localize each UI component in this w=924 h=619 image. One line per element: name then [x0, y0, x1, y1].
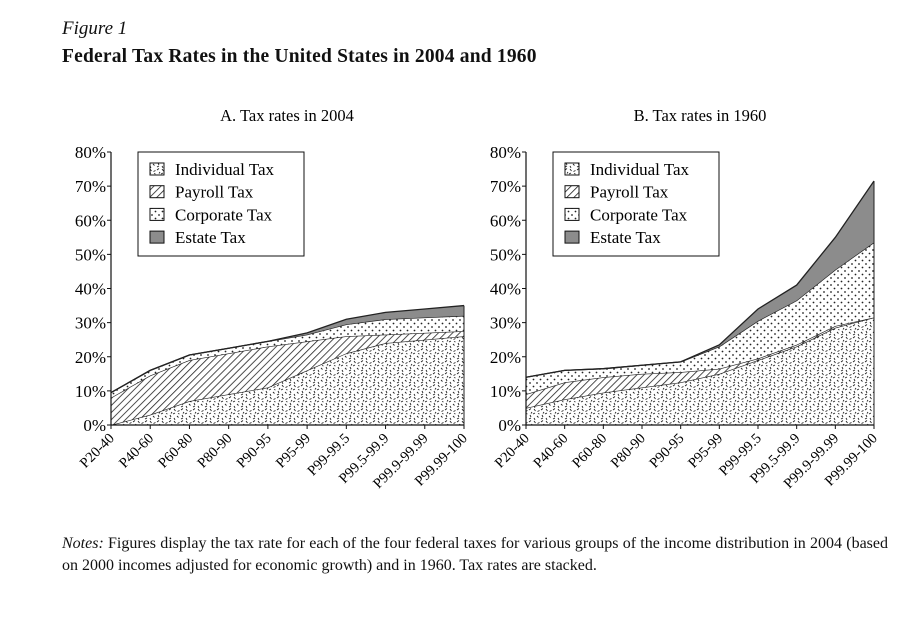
- area-estate-tax: [526, 181, 874, 378]
- y-tick-label: 50%: [490, 245, 521, 264]
- legend-swatch-corporate-tax: [149, 207, 165, 221]
- legend-box: [552, 151, 720, 257]
- figure-title: Federal Tax Rates in the United States i…: [62, 46, 537, 67]
- legend-swatch-estate-tax: [149, 230, 165, 244]
- x-tick-label: P80-90: [195, 431, 236, 472]
- y-tick-label: 40%: [75, 280, 106, 299]
- y-tick-label: 10%: [490, 382, 521, 401]
- legend-swatch-individual-tax: [149, 162, 165, 176]
- y-tick-label: 70%: [75, 177, 106, 196]
- legend-label: Individual Tax: [590, 160, 690, 179]
- legend-swatch-payroll-tax: [149, 185, 165, 199]
- area-corporate-tax: [526, 242, 874, 395]
- y-tick-label: 10%: [75, 382, 106, 401]
- y-tick-label: 70%: [490, 177, 521, 196]
- y-tick-label: 30%: [490, 314, 521, 333]
- y-tick-label: 80%: [490, 143, 521, 162]
- legend-label: Payroll Tax: [175, 183, 254, 202]
- legend-label: Estate Tax: [175, 228, 246, 247]
- chart-a-2004: A. Tax rates in 2004 0% 10% 20% 30% 40% 50% 60%…: [75, 106, 471, 492]
- legend-box: [137, 151, 305, 257]
- x-tick-label: P60-80: [569, 431, 610, 472]
- y-tick-label: 60%: [75, 211, 106, 230]
- stacked-areas: [526, 180, 874, 425]
- legend: Individual Tax Payroll Tax Corporate Tax Es…: [137, 151, 305, 257]
- y-tick-label: 0%: [83, 416, 106, 435]
- area-payroll-tax: [111, 331, 464, 425]
- x-tick-label: P90-95: [234, 431, 275, 472]
- legend-swatch-estate-tax: [564, 230, 580, 244]
- legend-label: Payroll Tax: [590, 183, 669, 202]
- x-tick-label: P40-60: [531, 431, 572, 472]
- stacked-areas: [111, 304, 464, 425]
- legend-swatch-corporate-tax: [564, 207, 580, 221]
- area-estate-tax: [111, 305, 464, 393]
- area-payroll-tax: [526, 317, 874, 408]
- legend-swatch-payroll-tax: [564, 185, 580, 199]
- legend-swatch-individual-tax: [564, 162, 580, 176]
- notes-text: Figures display the tax rate for each of…: [62, 535, 888, 574]
- line-estate-tax: [111, 304, 464, 394]
- x-tick-label: P20-40: [77, 431, 118, 472]
- y-tick-label: 40%: [490, 280, 521, 299]
- x-tick-label: P90-95: [647, 431, 688, 472]
- legend-label: Corporate Tax: [175, 205, 273, 224]
- y-tick-label: 50%: [75, 245, 106, 264]
- x-tick-label: P60-80: [155, 431, 196, 472]
- y-tick-label: 20%: [75, 348, 106, 367]
- x-tick-label: P40-60: [116, 431, 157, 472]
- y-tick-label: 60%: [490, 211, 521, 230]
- notes-label: Notes:: [62, 535, 104, 552]
- area-corporate-tax: [111, 315, 464, 398]
- chart-title: B. Tax rates in 1960: [634, 106, 767, 125]
- x-tick-label: P80-90: [608, 431, 649, 472]
- chart-b-1960: B. Tax rates in 1960 0% 10% 20% 30% 40% 50% 60%…: [490, 106, 881, 492]
- area-individual-tax: [526, 317, 874, 425]
- chart-title: A. Tax rates in 2004: [220, 106, 354, 125]
- legend-label: Corporate Tax: [590, 205, 688, 224]
- y-tick-label: 0%: [498, 416, 521, 435]
- figure-notes: Notes: Figures display the tax rate for …: [62, 533, 888, 576]
- figure-label: Figure 1: [62, 18, 128, 39]
- legend: Individual Tax Payroll Tax Corporate Tax Es…: [552, 151, 720, 257]
- y-tick-label: 80%: [75, 143, 106, 162]
- line-estate-tax: [526, 180, 874, 378]
- legend-label: Individual Tax: [175, 160, 275, 179]
- y-tick-label: 20%: [490, 348, 521, 367]
- legend-label: Estate Tax: [590, 228, 661, 247]
- x-tick-label: P20-40: [492, 431, 533, 472]
- area-individual-tax: [111, 336, 464, 425]
- y-tick-label: 30%: [75, 314, 106, 333]
